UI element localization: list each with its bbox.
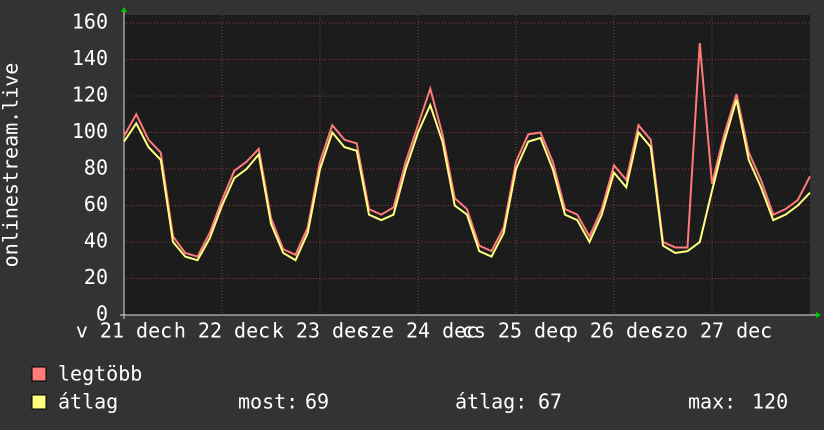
y-tick-label: 60 — [84, 192, 108, 216]
plot-area — [124, 15, 810, 315]
y-axis-title: onlinestream.live — [0, 63, 23, 268]
series-line — [123, 99, 811, 262]
y-tick-label: 100 — [72, 119, 108, 143]
stat-value: 120 — [752, 390, 788, 414]
x-tick-label: cs 25 dec — [462, 319, 570, 343]
x-tick-label: szo 27 dec — [652, 319, 772, 343]
y-tick-label: 140 — [72, 46, 108, 70]
stat-label: max: — [688, 390, 736, 414]
y-tick-label: 40 — [84, 229, 108, 253]
stat-value: 67 — [538, 390, 562, 414]
legend-swatch — [31, 366, 47, 382]
stat-label: most: — [238, 390, 298, 414]
x-tick-label: sze 24 dec — [358, 319, 478, 343]
legend-swatch — [31, 394, 47, 410]
stat-label: átlag: — [455, 390, 527, 414]
series-line — [123, 42, 811, 258]
y-tick-label: 0 — [96, 302, 108, 326]
stat-value: 69 — [305, 390, 329, 414]
y-tick-label: 120 — [72, 83, 108, 107]
x-tick-label: h 22 dec — [174, 319, 270, 343]
axis-arrow — [121, 7, 127, 12]
x-tick-label: p 26 dec — [566, 319, 662, 343]
x-tick-label: k 23 dec — [272, 319, 368, 343]
y-tick-label: 20 — [84, 265, 108, 289]
legend-label: legtöbb — [58, 362, 142, 386]
y-tick-label: 80 — [84, 156, 108, 180]
x-tick-label: v 21 dec — [76, 319, 172, 343]
legend-label: átlag — [58, 390, 118, 414]
axis-arrow — [816, 312, 821, 318]
y-tick-label: 160 — [72, 10, 108, 34]
